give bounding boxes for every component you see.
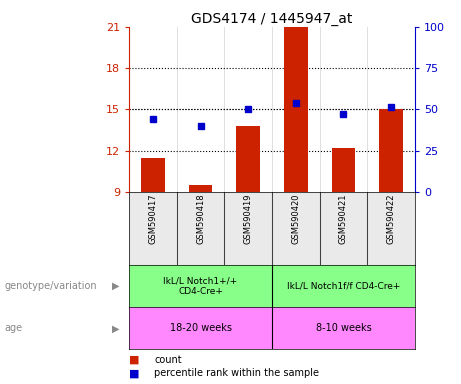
Text: 18-20 weeks: 18-20 weeks bbox=[170, 323, 231, 333]
Text: count: count bbox=[154, 355, 182, 365]
Bar bbox=[319, 192, 367, 265]
Text: ■: ■ bbox=[129, 355, 140, 365]
Bar bbox=[367, 192, 415, 265]
Text: 8-10 weeks: 8-10 weeks bbox=[316, 323, 371, 333]
Bar bbox=[272, 192, 319, 265]
Text: GSM590422: GSM590422 bbox=[387, 194, 396, 244]
Bar bbox=[129, 265, 272, 307]
Text: genotype/variation: genotype/variation bbox=[5, 281, 97, 291]
Bar bbox=[129, 307, 272, 349]
Bar bbox=[284, 27, 308, 192]
Text: ▶: ▶ bbox=[112, 323, 119, 333]
Title: GDS4174 / 1445947_at: GDS4174 / 1445947_at bbox=[191, 12, 353, 26]
Text: GSM590417: GSM590417 bbox=[148, 194, 157, 244]
Bar bbox=[189, 185, 213, 192]
Bar bbox=[272, 307, 415, 349]
Text: GSM590421: GSM590421 bbox=[339, 194, 348, 244]
Text: age: age bbox=[5, 323, 23, 333]
Bar bbox=[331, 148, 355, 192]
Bar bbox=[129, 192, 177, 265]
Text: IkL/L Notch1+/+
CD4-Cre+: IkL/L Notch1+/+ CD4-Cre+ bbox=[164, 276, 237, 296]
Bar bbox=[141, 157, 165, 192]
Bar bbox=[379, 109, 403, 192]
Text: IkL/L Notch1f/f CD4-Cre+: IkL/L Notch1f/f CD4-Cre+ bbox=[287, 281, 400, 291]
Text: GSM590419: GSM590419 bbox=[244, 194, 253, 244]
Bar bbox=[177, 192, 225, 265]
Bar bbox=[225, 192, 272, 265]
Text: GSM590418: GSM590418 bbox=[196, 194, 205, 244]
Bar bbox=[272, 265, 415, 307]
Text: ▶: ▶ bbox=[112, 281, 119, 291]
Bar bbox=[236, 126, 260, 192]
Text: ■: ■ bbox=[129, 368, 140, 378]
Text: percentile rank within the sample: percentile rank within the sample bbox=[154, 368, 319, 378]
Text: GSM590420: GSM590420 bbox=[291, 194, 300, 244]
